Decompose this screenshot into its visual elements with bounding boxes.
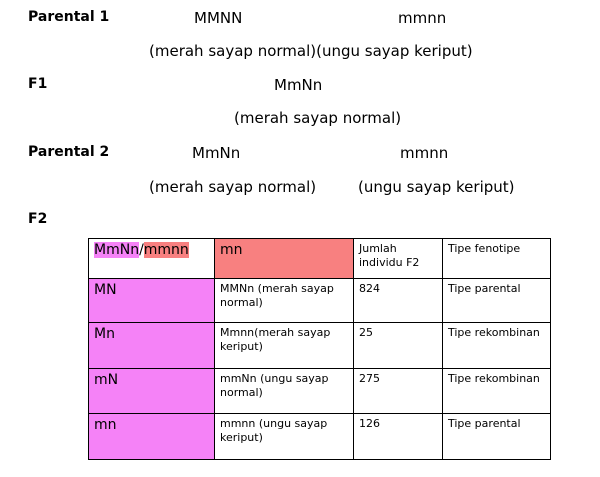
- row-gamete: mN: [88, 368, 215, 414]
- row-gamete: MN: [88, 278, 215, 323]
- row-offspring: MMNn (merah sayap normal): [214, 278, 354, 323]
- header-cross-left: MmNn: [94, 242, 140, 258]
- table-header-row: MmNn/mmnn mn Jumlah individu F2 Tipe fen…: [88, 238, 551, 279]
- parental2-label: Parental 2: [28, 144, 110, 160]
- parental1-phenotype: (merah sayap normal)(ungu sayap keriput): [149, 42, 473, 60]
- parental2-phenotype-left: (merah sayap normal): [149, 178, 317, 196]
- row-type: Tipe rekombinan: [442, 322, 551, 369]
- row-count: 25: [353, 322, 443, 369]
- row-gamete: Mn: [88, 322, 215, 369]
- table-row: mN mmNn (ungu sayap normal) 275 Tipe rek…: [88, 368, 551, 414]
- row-type: Tipe parental: [442, 278, 551, 323]
- f2-label: F2: [28, 211, 48, 227]
- table-row: MN MMNn (merah sayap normal) 824 Tipe pa…: [88, 278, 551, 323]
- parental2-genotype-right: mmnn: [400, 144, 449, 162]
- row-type: Tipe parental: [442, 413, 551, 460]
- header-type: Tipe fenotipe: [442, 238, 551, 279]
- row-count: 824: [353, 278, 443, 323]
- header-cross-right: mmnn: [143, 242, 189, 258]
- parental2-phenotype-right: (ungu sayap keriput): [358, 178, 515, 196]
- header-cross-cell: MmNn/mmnn: [88, 238, 215, 279]
- cross-table: MmNn/mmnn mn Jumlah individu F2 Tipe fen…: [88, 238, 551, 460]
- parental2-genotype-left: MmNn: [192, 144, 241, 162]
- parental1-genotype-left: MMNN: [194, 9, 243, 27]
- row-count: 275: [353, 368, 443, 414]
- row-offspring: mmnn (ungu sayap keriput): [214, 413, 354, 460]
- parental1-label: Parental 1: [28, 9, 110, 25]
- f1-phenotype: (merah sayap normal): [234, 109, 402, 127]
- row-type: Tipe rekombinan: [442, 368, 551, 414]
- table-row: mn mmnn (ungu sayap keriput) 126 Tipe pa…: [88, 413, 551, 460]
- f1-genotype: MmNn: [274, 76, 323, 94]
- row-count: 126: [353, 413, 443, 460]
- header-cross-separator: /: [139, 242, 144, 258]
- row-gamete: mn: [88, 413, 215, 460]
- table-row: Mn Mmnn(merah sayap keriput) 25 Tipe rek…: [88, 322, 551, 369]
- header-count: Jumlah individu F2: [353, 238, 443, 279]
- f1-label: F1: [28, 76, 48, 92]
- header-gamete: mn: [214, 238, 354, 279]
- row-offspring: mmNn (ungu sayap normal): [214, 368, 354, 414]
- parental1-genotype-right: mmnn: [398, 9, 447, 27]
- row-offspring: Mmnn(merah sayap keriput): [214, 322, 354, 369]
